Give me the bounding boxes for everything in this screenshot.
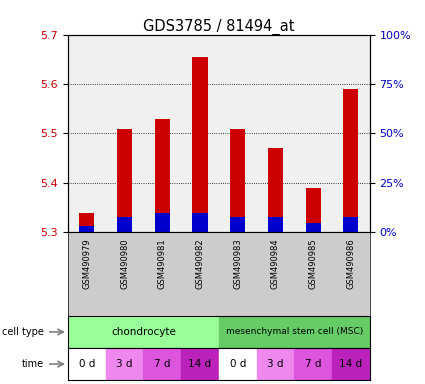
- Bar: [193, 57, 207, 232]
- Text: chondrocyte: chondrocyte: [111, 327, 176, 337]
- Text: 7 d: 7 d: [305, 359, 321, 369]
- Bar: [79, 213, 94, 232]
- Bar: [230, 217, 245, 232]
- Bar: [230, 129, 245, 232]
- Bar: [155, 119, 170, 232]
- Bar: [68, 348, 106, 380]
- Bar: [268, 217, 283, 232]
- Text: 0 d: 0 d: [230, 359, 246, 369]
- Bar: [219, 316, 370, 348]
- Text: 3 d: 3 d: [267, 359, 284, 369]
- Text: GSM490986: GSM490986: [346, 238, 355, 289]
- Text: GSM490984: GSM490984: [271, 238, 280, 289]
- Bar: [343, 217, 358, 232]
- Text: mesenchymal stem cell (MSC): mesenchymal stem cell (MSC): [226, 328, 363, 336]
- Text: GSM490979: GSM490979: [82, 238, 91, 289]
- Text: cell type: cell type: [2, 327, 44, 337]
- Text: GSM490985: GSM490985: [309, 238, 317, 289]
- Text: 14 d: 14 d: [339, 359, 363, 369]
- Bar: [117, 129, 132, 232]
- Title: GDS3785 / 81494_at: GDS3785 / 81494_at: [143, 18, 295, 35]
- Bar: [343, 89, 358, 232]
- Text: 7 d: 7 d: [154, 359, 170, 369]
- Bar: [79, 227, 94, 232]
- Bar: [306, 222, 321, 232]
- Text: 0 d: 0 d: [79, 359, 95, 369]
- Bar: [268, 148, 283, 232]
- Bar: [219, 348, 257, 380]
- Bar: [181, 348, 219, 380]
- Text: GSM490981: GSM490981: [158, 238, 167, 289]
- Bar: [68, 316, 219, 348]
- Bar: [294, 348, 332, 380]
- Text: time: time: [22, 359, 44, 369]
- Bar: [332, 348, 370, 380]
- Bar: [155, 213, 170, 232]
- Bar: [193, 213, 207, 232]
- Text: GSM490983: GSM490983: [233, 238, 242, 289]
- Bar: [143, 348, 181, 380]
- Text: GSM490982: GSM490982: [196, 238, 204, 289]
- Bar: [257, 348, 294, 380]
- Text: 3 d: 3 d: [116, 359, 133, 369]
- Text: GSM490980: GSM490980: [120, 238, 129, 289]
- Bar: [117, 217, 132, 232]
- Text: 14 d: 14 d: [188, 359, 212, 369]
- Bar: [306, 188, 321, 232]
- Bar: [106, 348, 143, 380]
